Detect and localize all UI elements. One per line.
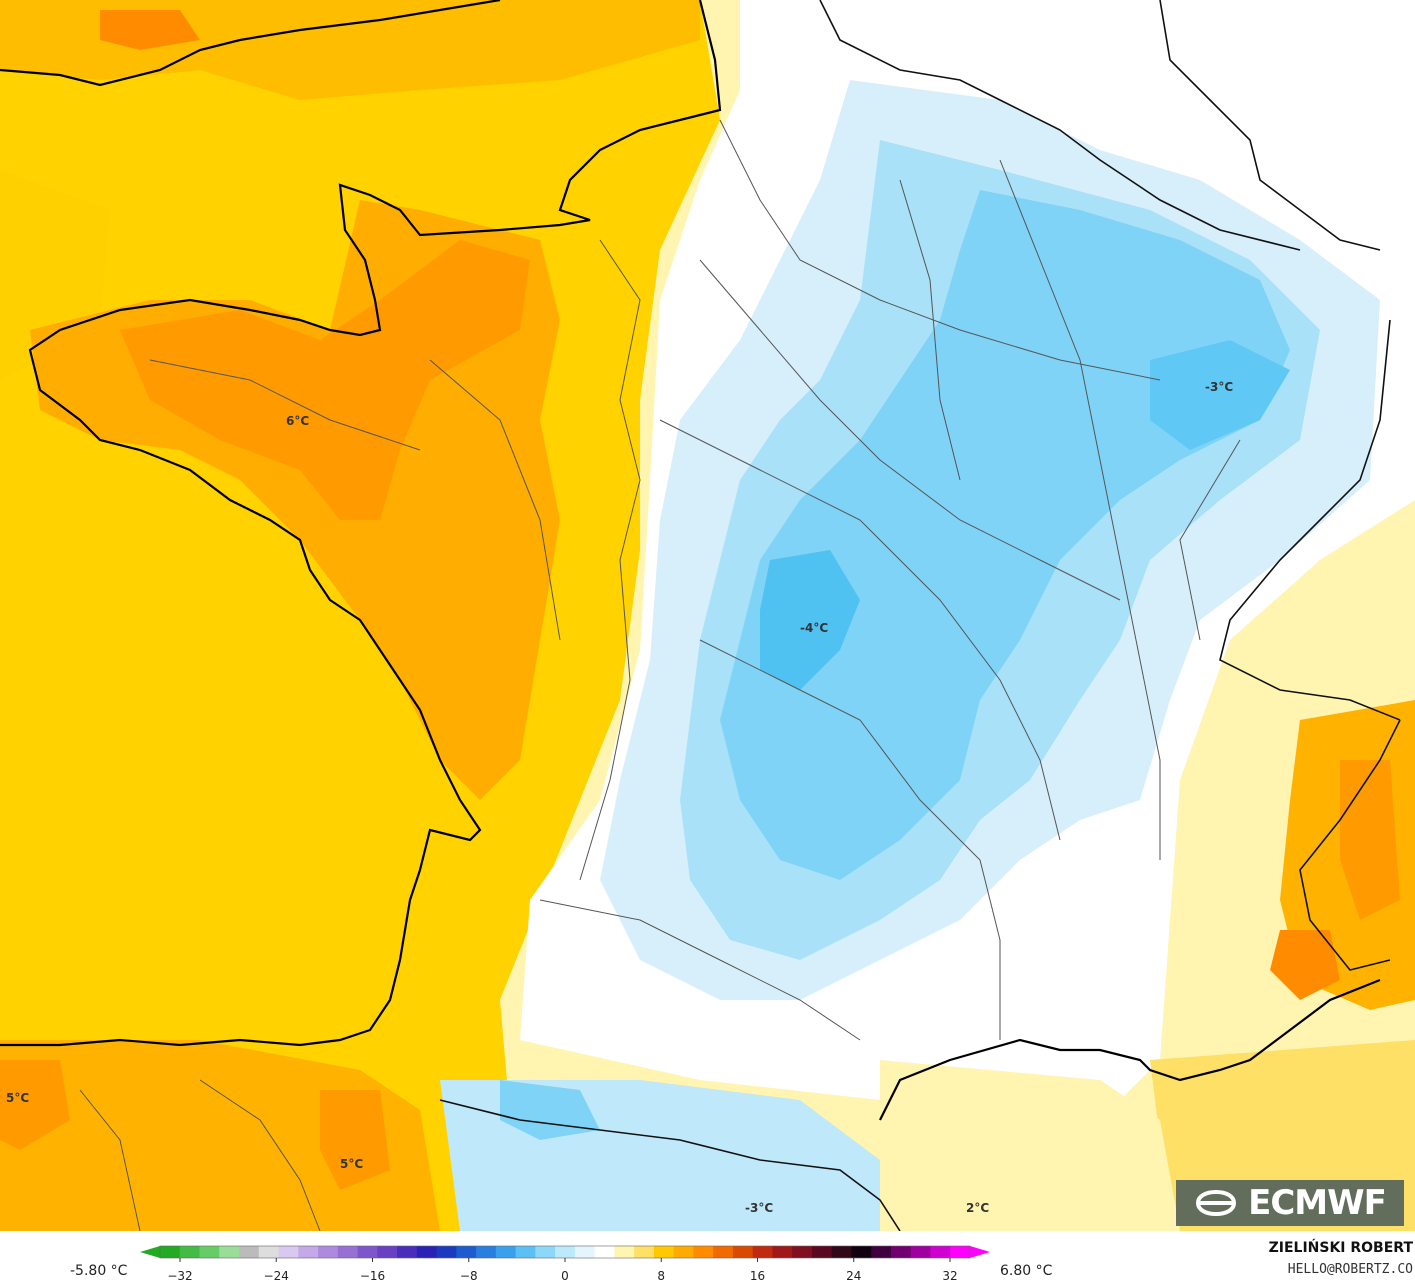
scale-tick-label: −16 <box>360 1269 385 1283</box>
scale-swatch <box>594 1246 615 1258</box>
scale-swatch <box>831 1246 852 1258</box>
legend-max-value: 6.80 °C <box>1000 1263 1053 1279</box>
scale-swatch <box>456 1246 477 1258</box>
country-borders <box>439 0 1401 1231</box>
temperature-label-northeast: -3°C <box>1205 380 1234 394</box>
scale-swatch <box>436 1246 457 1258</box>
ecmwf-logo: ECMWF <box>1176 1180 1404 1226</box>
scale-tick-label: 32 <box>942 1269 957 1283</box>
scale-swatch <box>811 1246 833 1258</box>
scale-swatch <box>634 1246 655 1258</box>
scale-swatch <box>397 1246 418 1258</box>
scale-tick-label: −24 <box>264 1269 289 1283</box>
scale-swatch <box>535 1246 556 1258</box>
scale-swatch <box>278 1246 299 1258</box>
scale-tick-label: 8 <box>657 1269 665 1283</box>
scale-swatch <box>298 1246 319 1258</box>
temperature-label-mediterranean: 2°C <box>966 1201 990 1215</box>
scale-tick-label: 16 <box>750 1269 765 1283</box>
warm-zone-spain-core <box>320 1090 390 1190</box>
scale-swatch <box>653 1246 675 1258</box>
scale-swatch <box>199 1246 220 1258</box>
scale-swatch <box>614 1246 635 1258</box>
scale-swatch <box>851 1246 872 1258</box>
scale-swatch <box>515 1246 536 1258</box>
warm-zone-west-core <box>120 240 530 520</box>
coldest-zone <box>760 550 860 690</box>
temperature-map <box>0 0 1415 1231</box>
warm-zone-spain <box>0 1040 440 1231</box>
coastlines <box>0 0 1381 1121</box>
scale-swatch <box>673 1246 694 1258</box>
scale-swatch <box>910 1246 931 1258</box>
scale-swatch <box>792 1246 813 1258</box>
scale-swatch <box>930 1246 951 1258</box>
warm-zone-alps-core <box>1340 760 1400 920</box>
scale-swatch <box>416 1246 438 1258</box>
scale-tick-label: −32 <box>167 1269 192 1283</box>
scale-swatch <box>258 1246 280 1258</box>
scale-swatch <box>239 1246 260 1258</box>
mild-zone-med <box>880 1060 1180 1231</box>
region-borders <box>79 119 1241 1231</box>
scale-swatch <box>732 1246 754 1258</box>
scale-swatch <box>713 1246 734 1258</box>
author-email: HELLO@ROBERTZ.CO <box>1287 1262 1413 1277</box>
scale-swatch <box>357 1246 378 1258</box>
scale-swatch <box>160 1246 181 1258</box>
warm-zone-channel-core <box>100 10 200 50</box>
ecmwf-wordmark: ECMWF <box>1248 1183 1387 1223</box>
scale-tick-label: 0 <box>561 1269 569 1283</box>
color-scale-legend: −32 −24 −16 −8 0 8 16 24 32 <box>0 1231 1415 1287</box>
cold-zone-pyrenees-west <box>500 1080 600 1140</box>
color-scale-bar: −32 −24 −16 −8 0 8 16 24 32 <box>140 1245 990 1283</box>
temperature-label-spain: 5°C <box>340 1157 364 1171</box>
scale-swatch <box>179 1246 201 1258</box>
scale-swatch <box>871 1246 892 1258</box>
ecmwf-logo-icon <box>1196 1190 1237 1216</box>
scale-swatch <box>495 1246 517 1258</box>
scale-swatch <box>219 1246 240 1258</box>
scale-swatch <box>574 1246 596 1258</box>
scale-swatch <box>318 1246 339 1258</box>
scale-swatch <box>377 1246 398 1258</box>
coldest-zone-ne <box>1150 340 1290 450</box>
scale-tick-label: 24 <box>846 1269 861 1283</box>
temperature-label-spain-west: 5°C <box>6 1091 30 1105</box>
scale-swatch <box>950 1246 971 1258</box>
scale-swatch <box>890 1246 912 1258</box>
temperature-label-brittany: 6°C <box>286 414 310 428</box>
author-name: ZIELIŃSKI ROBERT <box>1268 1240 1413 1256</box>
scale-swatch <box>555 1246 576 1258</box>
scale-swatch <box>693 1246 714 1258</box>
warm-zone-spain-west <box>0 1060 70 1150</box>
colder-zone <box>720 190 1290 880</box>
temperature-label-pyrenees: -3°C <box>745 1201 774 1215</box>
scale-tick-label: −8 <box>460 1269 478 1283</box>
scale-arrow-right <box>970 1246 990 1258</box>
warm-zone-riviera <box>1270 930 1340 1000</box>
scale-swatch <box>476 1246 497 1258</box>
legend-min-value: -5.80 °C <box>70 1263 128 1279</box>
scale-swatch <box>752 1246 773 1258</box>
scale-swatch <box>772 1246 793 1258</box>
scale-swatch <box>337 1246 359 1258</box>
scale-arrow-left <box>140 1246 160 1258</box>
temperature-label-center: -4°C <box>800 621 829 635</box>
